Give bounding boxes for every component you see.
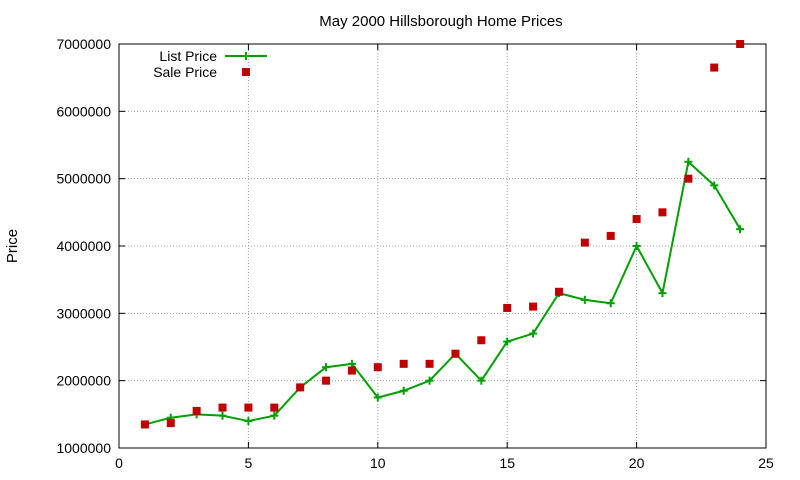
legend-marker-list-price: [242, 52, 250, 60]
list-price-point: [244, 417, 253, 426]
sale-price-point: [192, 406, 201, 415]
y-tick-label: 5000000: [56, 171, 111, 187]
sale-price-point: [710, 63, 719, 72]
grid: [119, 44, 766, 448]
x-tick-label: 10: [370, 455, 386, 471]
list-price-point: [736, 225, 745, 234]
sale-price-point: [477, 336, 486, 345]
y-tick-label: 7000000: [56, 36, 111, 52]
list-price-point: [399, 386, 408, 395]
sale-price-point: [296, 383, 305, 392]
sale-price-point: [580, 238, 589, 247]
series: [140, 40, 745, 429]
list-price-point: [477, 376, 486, 385]
list-price-point: [373, 393, 382, 402]
sale-price-point: [451, 349, 460, 358]
x-tick-label: 25: [758, 455, 774, 471]
sale-price-point: [322, 376, 331, 385]
list-price-point: [218, 411, 227, 420]
y-axis-label: Price: [4, 229, 21, 263]
x-tick-label: 15: [499, 455, 515, 471]
sale-price-point: [554, 287, 563, 296]
sale-price-point: [684, 174, 693, 183]
list-price-point: [425, 376, 434, 385]
y-tick-label: 2000000: [56, 373, 111, 389]
legend-label-sale-price: Sale Price: [153, 64, 217, 80]
sale-price-point: [632, 215, 641, 224]
list-price-point: [684, 157, 693, 166]
sale-price-point: [606, 231, 615, 240]
list-price-point: [322, 363, 331, 372]
sale-price-point: [373, 363, 382, 372]
sale-price-point: [270, 403, 279, 412]
y-tick-label: 3000000: [56, 305, 111, 321]
list-price-point: [606, 299, 615, 308]
sale-price-point: [140, 420, 149, 429]
chart-title: May 2000 Hillsborough Home Prices: [319, 13, 562, 30]
sale-price-point: [218, 403, 227, 412]
legend-marker-sale-price: [242, 68, 250, 76]
axis-ticks: 0 5 10 15 20 25 1000000 2000000 3000000 4000000 50…: [56, 36, 774, 471]
y-tick-label: 4000000: [56, 238, 111, 254]
list-price-point: [503, 337, 512, 346]
list-price-point: [632, 242, 641, 250]
sale-price-point: [658, 208, 667, 217]
list-price-point: [658, 289, 667, 298]
sale-price-point: [399, 359, 408, 368]
x-tick-label: 0: [115, 455, 123, 471]
list-price-point: [580, 295, 589, 304]
sale-price-point: [425, 359, 434, 368]
sale-price-point: [244, 403, 253, 412]
list-price-point: [529, 329, 538, 338]
y-tick-label: 1000000: [56, 440, 111, 456]
sale-price-point: [503, 303, 512, 312]
list-price-point: [347, 359, 356, 368]
x-tick-label: 20: [629, 455, 645, 471]
sale-price-point: [529, 302, 538, 311]
list-price-point: [710, 181, 719, 190]
y-tick-label: 6000000: [56, 103, 111, 119]
legend-label-list-price: List Price: [159, 48, 217, 64]
list-price-line: [144, 160, 741, 426]
list-price-point: [270, 411, 279, 420]
sale-price-point: [736, 40, 745, 48]
sale-price-point: [166, 419, 175, 428]
x-tick-label: 5: [245, 455, 253, 471]
sale-price-point: [347, 366, 356, 375]
